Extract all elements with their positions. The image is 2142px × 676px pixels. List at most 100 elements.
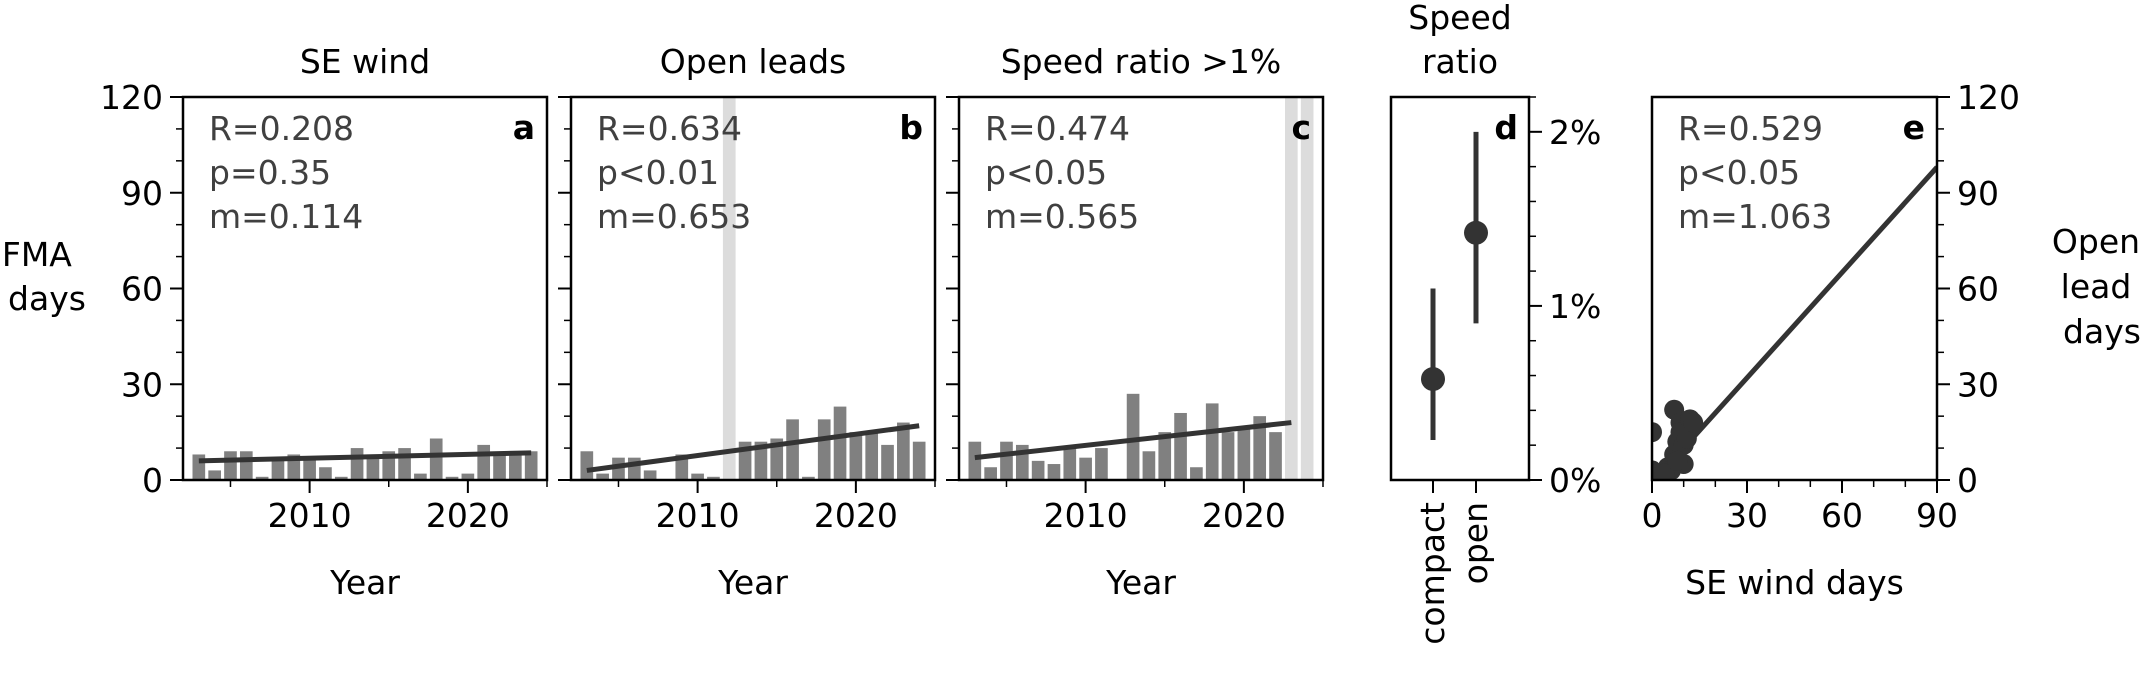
panel-e-letter: e: [1903, 108, 1925, 147]
panel-a-ytick-label-60: 60: [121, 270, 163, 309]
panel-b-bar-2010: [691, 473, 704, 480]
panel-a-bar-2012: [334, 476, 348, 480]
panel-a-title: SE wind: [300, 42, 430, 81]
panel-b-bar-2018: [817, 419, 831, 480]
panel-b-bar-2021: [865, 432, 879, 480]
panel-c-bar-2007: [1031, 460, 1045, 480]
panel-b-bar-2023: [897, 422, 910, 480]
panel-b-xtick-label-2010: 2010: [656, 496, 740, 535]
panel-a-trend-line: [198, 450, 532, 464]
panel-a-stat-2: p=0.35: [209, 153, 331, 192]
panel-b-title: Open leads: [660, 42, 846, 81]
shared-ylabel-line2: days: [8, 279, 86, 318]
panel-a-stat-1: R=0.208: [209, 109, 354, 148]
panel-b-letter: b: [899, 108, 923, 147]
panel-b-bar-2003: [580, 451, 594, 480]
panel-e-ytick-label-120: 120: [1957, 78, 2020, 117]
panel-a-bar-2004: [208, 470, 221, 480]
panel-e-stat-2: p<0.05: [1678, 153, 1800, 192]
panel-c-trend-line: [974, 420, 1292, 461]
panel-b-stat-1: R=0.634: [597, 109, 742, 148]
panel-a-ytick-label-90: 90: [121, 174, 163, 213]
panel-c-stat-2: p<0.05: [985, 153, 1107, 192]
panel-b-bar-2014: [754, 441, 768, 480]
panel-a-bar-2014: [366, 454, 380, 480]
panel-b-bar-2009: [675, 454, 689, 480]
panel-e-point-18: [1654, 463, 1675, 480]
panel-d-ytick-label-0: 0%: [1549, 461, 1601, 500]
panel-d-xtick-label-open: open: [1456, 502, 1495, 584]
panel-b-bar-2016: [786, 419, 799, 480]
panel-c-stat-3: m=0.565: [985, 197, 1139, 236]
panel-c-bar-2013: [1126, 393, 1140, 480]
panel-a-bar-2019: [445, 476, 459, 480]
right-ylabel-line2: lead: [2061, 267, 2132, 306]
panel-b-xtick-label-2020: 2020: [814, 496, 898, 535]
panel-c-bar-2016: [1174, 412, 1187, 480]
right-ylabel-line3: days: [2063, 312, 2141, 351]
panel-e-stat-3: m=1.063: [1678, 197, 1832, 236]
panel-e-fit-line: [1681, 165, 1937, 450]
panel-e-point-15: [1676, 428, 1697, 449]
panel-b-shade-2012: [722, 97, 736, 480]
panel-b-stat-2: p<0.01: [597, 153, 719, 192]
panel-a-stat-3: m=0.114: [209, 197, 363, 236]
panel-b-bar-2020: [849, 432, 863, 480]
panel-a-bar-2018: [429, 438, 443, 480]
panel-c-bar-2008: [1047, 464, 1061, 480]
panel-a-xtick-label-2020: 2020: [426, 496, 510, 535]
panel-d-ytick-label-1: 1%: [1549, 287, 1601, 326]
panel-a-bar-2024: [524, 451, 538, 480]
panel-a-bar-2021: [477, 444, 491, 480]
panel-d-title-line1: Speed: [1408, 0, 1511, 37]
panel-c-bar-2018: [1205, 403, 1219, 480]
panel-a-bar-2020: [461, 473, 475, 480]
panel-e-xtick-label-30: 30: [1726, 496, 1768, 535]
panel-c-bar-2005: [1000, 441, 1013, 480]
panel-a-bar-2017: [414, 473, 427, 480]
panel-e-ytick-label-0: 0: [1957, 461, 1978, 500]
panel-c-bar-2020: [1237, 428, 1251, 480]
panel-d-xtick-label-compact: compact: [1413, 502, 1452, 645]
panel-c-letter: c: [1291, 108, 1311, 147]
shared-ylabel-line1: JFMA: [0, 235, 72, 274]
panel-d-letter: d: [1494, 108, 1518, 147]
panel-e-xtick-label-60: 60: [1821, 496, 1863, 535]
panel-e-point-19: [1667, 450, 1688, 471]
panel-c-bar-2017: [1190, 467, 1203, 480]
panel-c-shade-2024: [1300, 97, 1314, 480]
panel-c-bar-2021: [1253, 416, 1267, 480]
panel-a-ytick-label-0: 0: [142, 461, 163, 500]
panel-c-bar-2019: [1221, 432, 1235, 480]
panel-a-bar-2006: [239, 451, 253, 480]
panel-e-ytick-label-60: 60: [1957, 270, 1999, 309]
panel-a-bar-2022: [493, 454, 506, 480]
panel-b-trend-line: [586, 423, 920, 473]
panel-a-bar-2007: [255, 476, 269, 480]
panel-e-xtick-label-90: 90: [1916, 496, 1958, 535]
panel-a-bar-2008: [271, 460, 285, 480]
panel-c-bar-2010: [1079, 457, 1092, 480]
panel-e-stat-1: R=0.529: [1678, 109, 1823, 148]
panel-e-ytick-label-90: 90: [1957, 174, 1999, 213]
panel-c-bar-2022: [1269, 432, 1282, 480]
panel-a-ytick-label-120: 120: [100, 78, 163, 117]
panel-d-title-line2: ratio: [1422, 42, 1498, 81]
panel-d-point-open: [1464, 220, 1488, 245]
panel-c-bar-2009: [1063, 448, 1077, 480]
panel-b-bar-2017: [802, 476, 815, 480]
panel-b-bar-2015: [770, 438, 784, 480]
panel-a-bar-2023: [509, 451, 522, 480]
panel-e-ytick-label-30: 30: [1957, 365, 1999, 404]
panel-c-xtick-label-2010: 2010: [1044, 496, 1128, 535]
panel-a-xlabel: Year: [329, 563, 400, 602]
panel-d-frame: [1389, 95, 1531, 482]
panel-b-bar-2007: [643, 470, 657, 480]
panel-a-bar-2011: [319, 467, 332, 480]
panel-e-point-0: [1652, 422, 1662, 443]
panel-b-xlabel: Year: [717, 563, 788, 602]
panel-b-bar-2024: [912, 441, 926, 480]
panel-c-bar-2015: [1158, 432, 1172, 480]
panel-a-bar-2013: [350, 448, 364, 480]
